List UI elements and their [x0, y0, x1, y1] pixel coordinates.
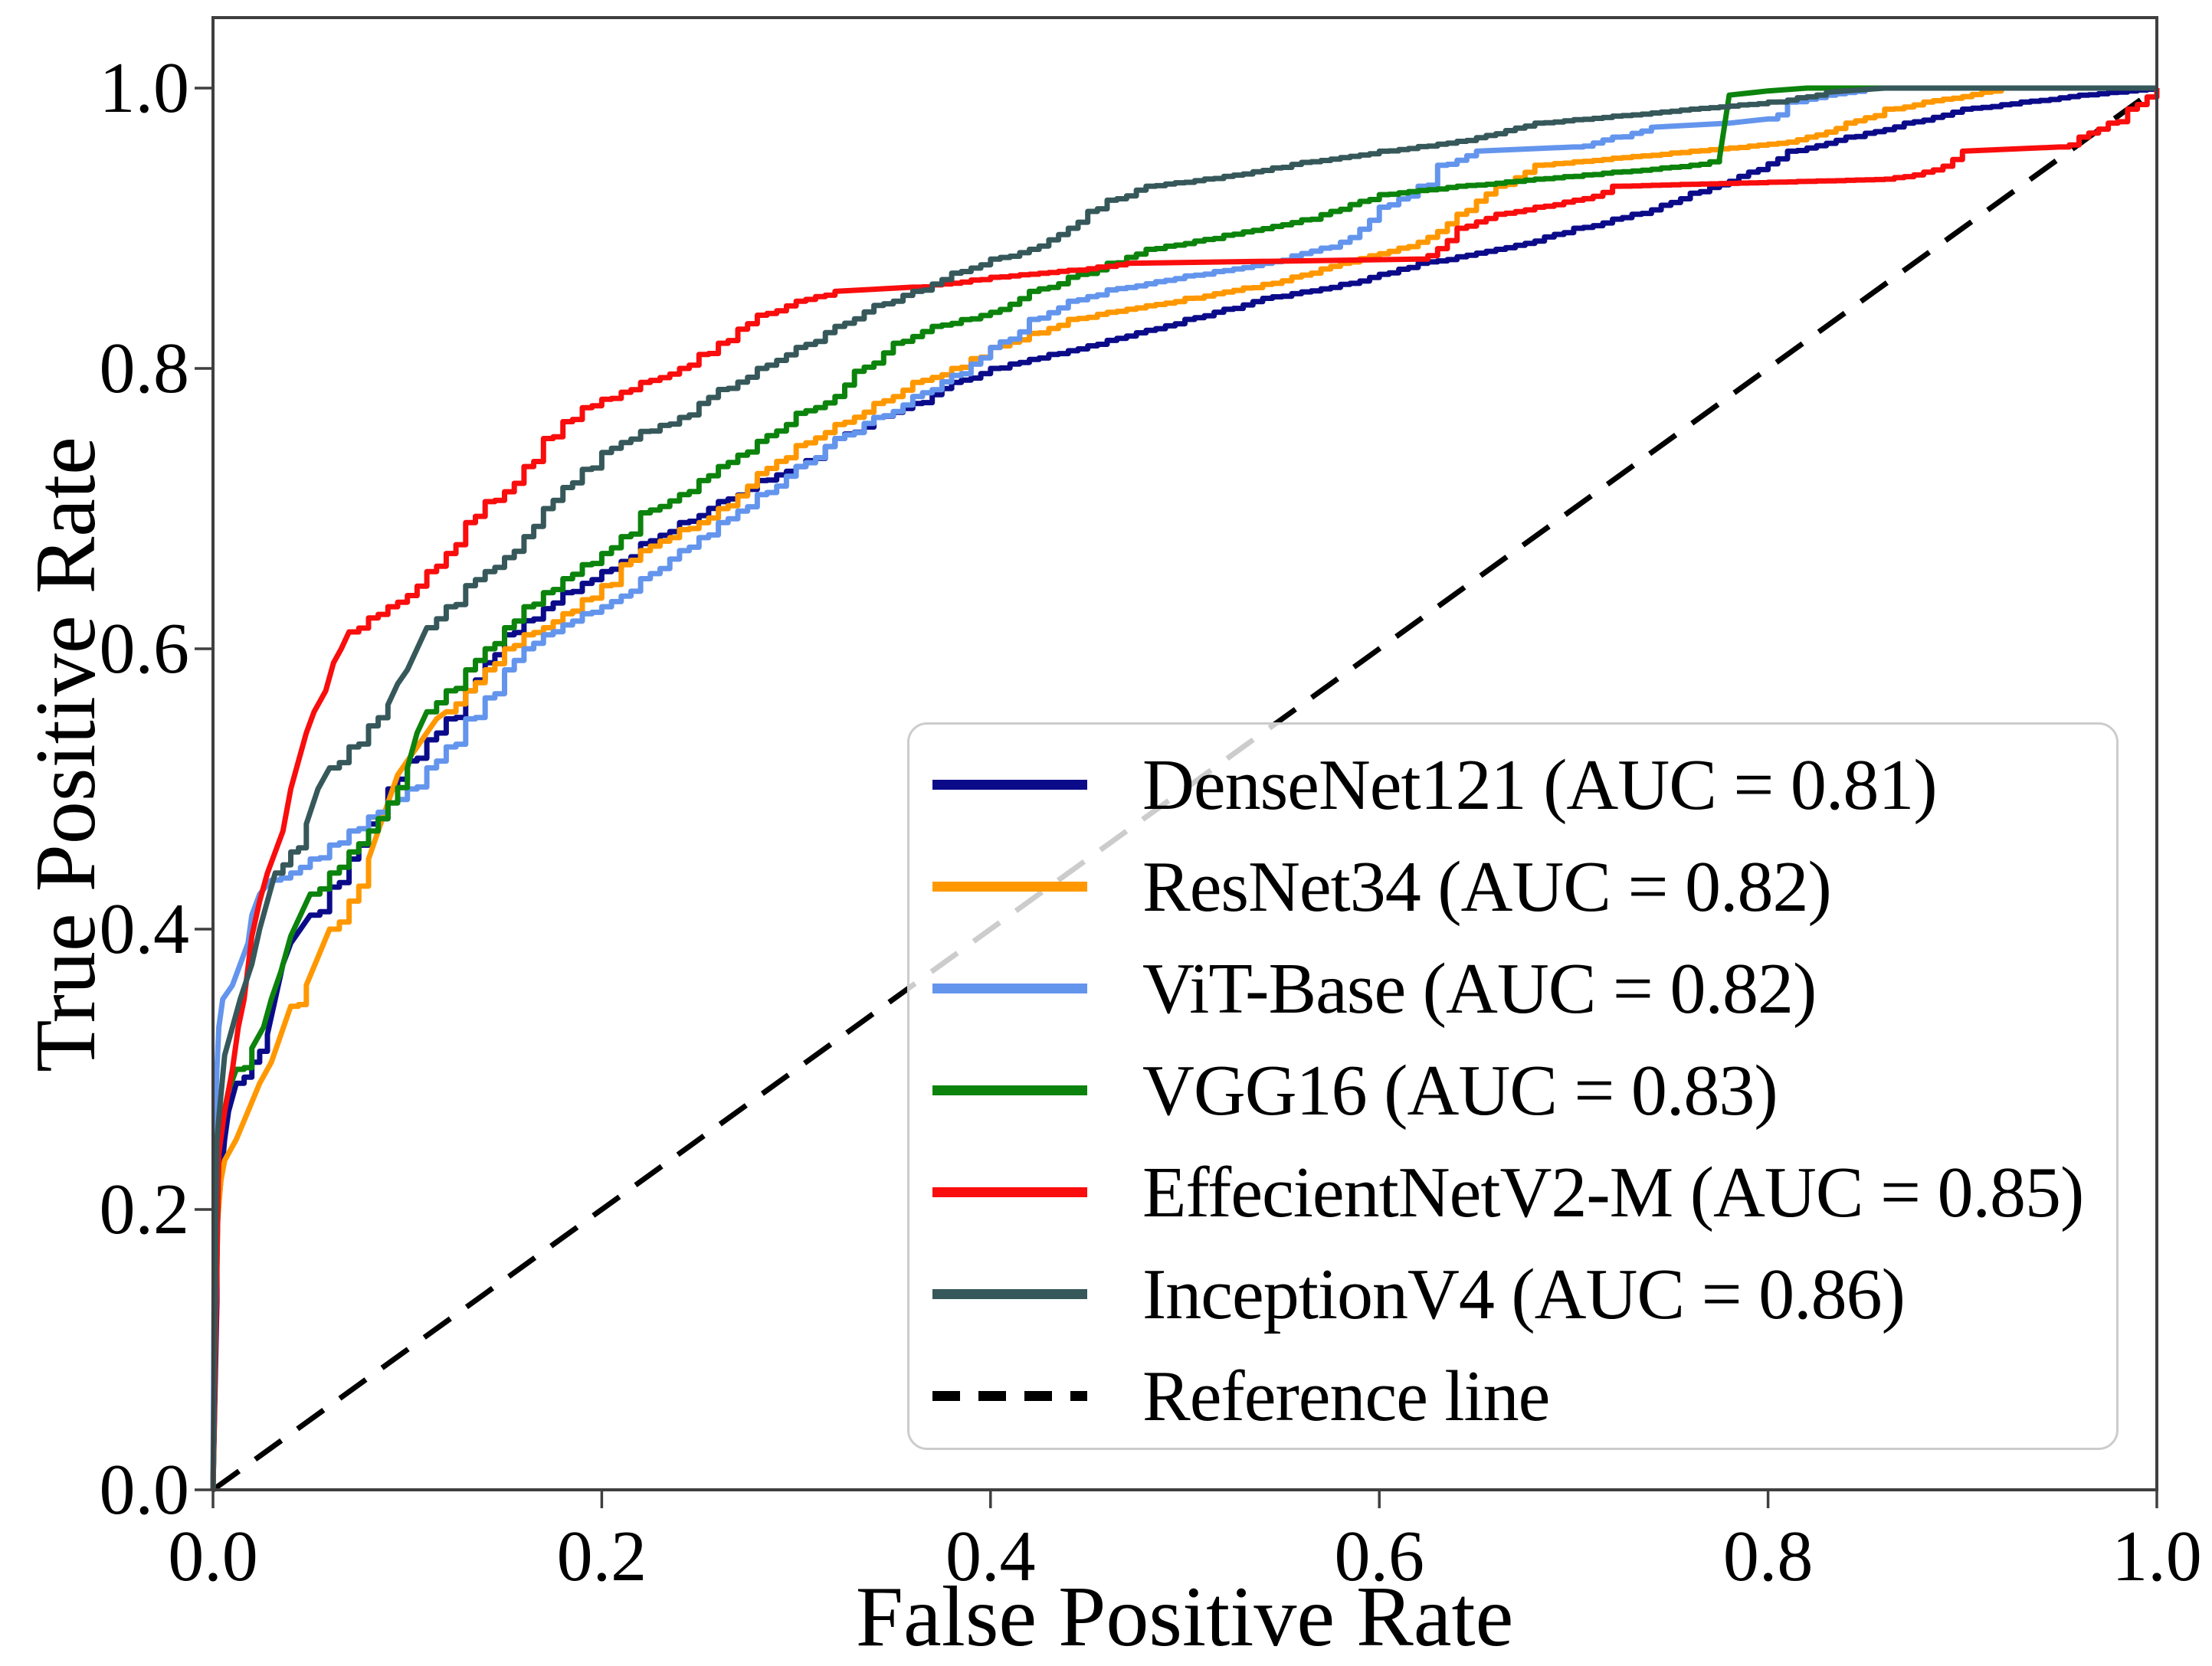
legend-label-resnet34: ResNet34 (AUC = 0.82)	[1142, 846, 1832, 927]
legend-row-resnet34: ResNet34 (AUC = 0.82)	[932, 836, 2116, 938]
y-tick-label-5: 1.0	[99, 48, 190, 128]
x-tick-label-0: 0.0	[168, 1517, 258, 1596]
legend-label-reference-line: Reference line	[1142, 1356, 1550, 1436]
y-tick-label-2: 0.4	[99, 889, 190, 969]
x-tick-label-1: 0.2	[556, 1517, 647, 1596]
y-tick-label-4: 0.8	[99, 329, 190, 408]
y-tick-label-1: 0.2	[99, 1170, 190, 1249]
x-tick-label-4: 0.8	[1722, 1517, 1814, 1596]
legend-row-inceptionv4: InceptionV4 (AUC = 0.86)	[932, 1243, 2116, 1345]
y-axis-label: True Positive Rate	[18, 437, 113, 1072]
legend-line-swatch-inceptionv4	[932, 1289, 1087, 1299]
legend-row-effecientnetv2-m: EffecientNetV2-M (AUC = 0.85)	[932, 1141, 2116, 1243]
legend-label-densenet121: DenseNet121 (AUC = 0.81)	[1142, 745, 1938, 825]
roc-curve-densenet121	[210, 86, 2160, 1491]
x-tick-label-5: 1.0	[2112, 1517, 2202, 1596]
legend-label-vgg16: VGG16 (AUC = 0.83)	[1142, 1050, 1778, 1131]
x-tick-label-2: 0.4	[945, 1517, 1036, 1596]
legend-row-vgg16: VGG16 (AUC = 0.83)	[932, 1039, 2116, 1141]
roc-curve-vit-base	[210, 85, 2157, 1491]
legend-label-inceptionv4: InceptionV4 (AUC = 0.86)	[1142, 1254, 1906, 1334]
x-axis-label: False Positive Rate	[855, 1569, 1514, 1664]
legend-line-swatch-reference-line	[932, 1391, 1087, 1401]
x-tick-label-3: 0.6	[1334, 1517, 1424, 1596]
plot-spines	[211, 16, 2158, 1491]
roc-curve-inceptionv4	[210, 85, 2157, 1491]
legend-row-reference-line: Reference line	[932, 1345, 2116, 1447]
legend-line-swatch-resnet34	[932, 882, 1087, 892]
legend-label-effecientnetv2-m: EffecientNetV2-M (AUC = 0.85)	[1142, 1152, 2084, 1232]
roc-curve-effecientnetv2-m	[210, 86, 2160, 1491]
y-tick-label-3: 0.6	[99, 609, 190, 689]
legend-row-densenet121: DenseNet121 (AUC = 0.81)	[932, 734, 2116, 836]
legend-row-vit-base: ViT-Base (AUC = 0.82)	[932, 938, 2116, 1039]
legend-line-swatch-vgg16	[932, 1085, 1087, 1095]
roc-curve-vgg16	[210, 85, 2157, 1491]
legend-label-vit-base: ViT-Base (AUC = 0.82)	[1142, 948, 1817, 1029]
legend-line-swatch-densenet121	[932, 780, 1087, 790]
legend-line-swatch-vit-base	[932, 984, 1087, 993]
y-tick-label-0: 0.0	[99, 1450, 190, 1530]
legend-line-swatch-effecientnetv2-m	[932, 1187, 1087, 1197]
legend: DenseNet121 (AUC = 0.81) ResNet34 (AUC =…	[907, 722, 2119, 1450]
